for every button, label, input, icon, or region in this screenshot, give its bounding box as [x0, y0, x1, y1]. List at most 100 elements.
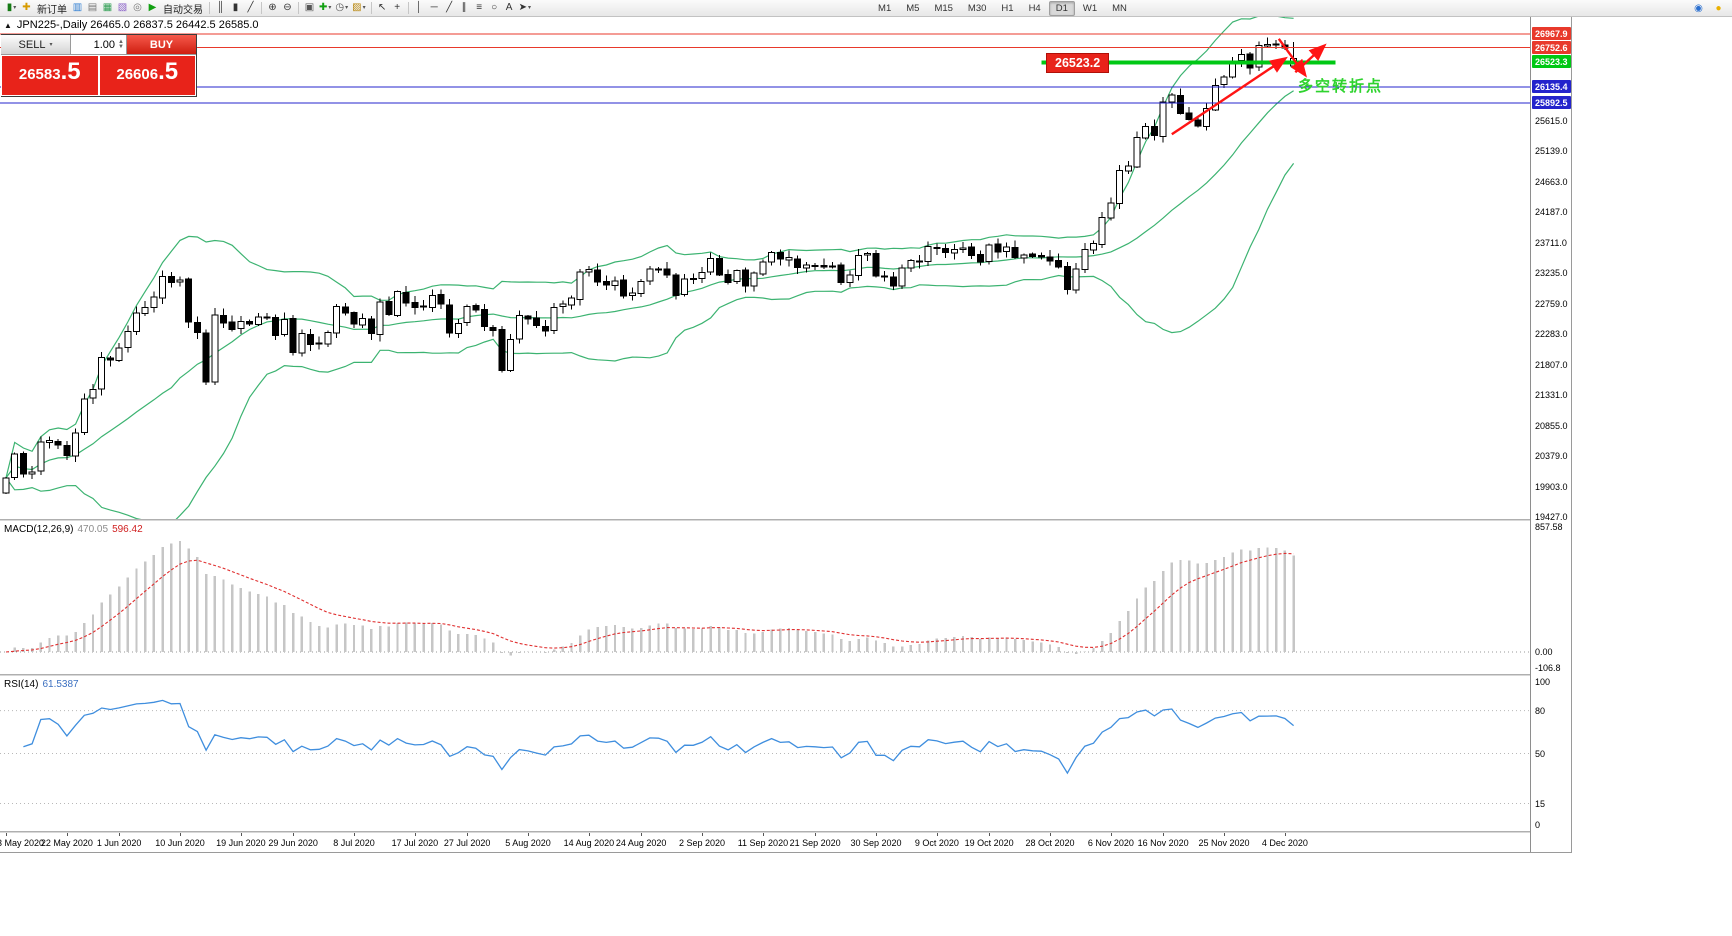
- price-line-label: 26135.4: [1532, 80, 1571, 94]
- time-axis-tick: [293, 833, 295, 836]
- timeframe-m30[interactable]: M30: [967, 2, 987, 14]
- cursor-icon[interactable]: ↖: [377, 2, 387, 13]
- shapes-icon[interactable]: ○: [491, 2, 498, 13]
- strategy-tester-icon[interactable]: ◎: [133, 2, 142, 13]
- time-axis-tick: [354, 833, 355, 836]
- pane-splitter-rsi[interactable]: [0, 674, 1571, 676]
- main-price-chart[interactable]: [0, 17, 1530, 519]
- sell-dropdown-icon[interactable]: ▾: [49, 42, 53, 48]
- buy-price[interactable]: 26606 .5: [99, 56, 195, 95]
- price-axis-label: 24187.0: [1535, 207, 1568, 217]
- time-axis-tick: [467, 833, 469, 836]
- fibonacci-icon[interactable]: ≡: [476, 2, 483, 13]
- price-axis-label: 21807.0: [1535, 359, 1568, 370]
- time-axis-label: 6 Nov 2020: [1087, 838, 1134, 848]
- help-icon[interactable]: ●: [1715, 2, 1722, 14]
- sell-button[interactable]: SELL ▾: [1, 35, 71, 54]
- rsi-value: 61.5387: [42, 679, 79, 690]
- vertical-line-icon[interactable]: │: [416, 2, 423, 13]
- price-axis[interactable]: 25615.0 25139.0 24663.0 24187.0 23711.0 23235…: [1530, 17, 1571, 852]
- buy-price-pips: .5: [158, 58, 179, 85]
- pane-splitter-timeaxis[interactable]: [0, 831, 1571, 833]
- timeframe-mn[interactable]: MN: [1112, 2, 1127, 14]
- turning-point-annotation[interactable]: 多空转折点: [1298, 77, 1384, 95]
- price-axis-label: 23235.0: [1535, 268, 1568, 278]
- symbol-ohlc-text: JPN225-,Daily 26465.0 26837.5 26442.5 26…: [16, 19, 259, 31]
- time-axis-tick: [528, 833, 529, 836]
- tile-windows-icon[interactable]: ▣: [304, 2, 315, 13]
- time-axis-label: 14 Aug 2020: [563, 838, 615, 848]
- timeframe-m1[interactable]: M1: [878, 2, 892, 14]
- templates-icon[interactable]: ▨ ▾: [352, 2, 366, 13]
- price-level-badge[interactable]: 26523.2: [1046, 53, 1110, 74]
- sell-price[interactable]: 26583 .5: [2, 56, 98, 95]
- time-axis-label: 1 Jun 2020: [96, 838, 142, 848]
- timeframe-m5[interactable]: M5: [906, 2, 920, 14]
- chart-line-icon[interactable]: ╱: [247, 2, 254, 13]
- time-axis-tick: [989, 833, 991, 836]
- channel-icon[interactable]: ∥: [461, 2, 467, 13]
- buy-price-main: 26606: [116, 66, 159, 83]
- autotrade-label[interactable]: 自动交易: [163, 4, 203, 16]
- buy-button-label: BUY: [149, 38, 174, 51]
- trendline-icon[interactable]: ╱: [446, 2, 453, 13]
- text-icon[interactable]: A: [505, 2, 513, 13]
- pane-splitter-macd[interactable]: [0, 519, 1571, 521]
- macd-pane[interactable]: [0, 521, 1530, 674]
- toolbar-separator: [407, 2, 409, 14]
- volume-up-icon[interactable]: ▲: [118, 38, 124, 45]
- time-axis-tick: [702, 833, 703, 836]
- time-axis-tick: [180, 833, 181, 836]
- community-icon[interactable]: ◉: [1694, 2, 1703, 14]
- new-order-label[interactable]: 新订单: [37, 4, 67, 16]
- time-axis-tick: [815, 833, 817, 836]
- indicators-icon[interactable]: ✚ ▾: [319, 2, 332, 13]
- chart-bars-icon[interactable]: ║: [216, 2, 225, 13]
- time-axis-tick: [936, 833, 938, 836]
- chart-candles-icon[interactable]: ▮: [232, 2, 239, 13]
- timeframe-toolbar: M1 M5 M15 M30 H1 H4 D1 W1 MN: [871, 0, 1134, 16]
- time-axis-tick: [1163, 833, 1165, 836]
- new-chart-icon[interactable]: ▮ ▾: [6, 2, 17, 13]
- autotrade-icon[interactable]: ▶: [148, 2, 157, 13]
- macd-indicator-label: MACD(12,26,9) 470.05 596.42: [4, 524, 143, 535]
- price-axis-label: 20379.0: [1535, 451, 1568, 461]
- price-axis-label: 23711.0: [1535, 237, 1567, 248]
- timeframe-m15[interactable]: M15: [934, 2, 953, 14]
- time-axis-label: 10 Jun 2020: [155, 838, 205, 848]
- time-axis-label: 29 Jun 2020: [268, 838, 318, 848]
- volume-field[interactable]: 1.00 ▲ ▼: [71, 35, 127, 54]
- time-axis-tick: [240, 833, 242, 836]
- timeframe-h1[interactable]: H1: [1001, 2, 1014, 14]
- one-click-collapse-icon[interactable]: ▲: [4, 21, 12, 30]
- arrows-icon[interactable]: ➤ ▾: [518, 2, 532, 13]
- time-axis-label: 17 Jul 2020: [391, 838, 439, 848]
- market-watch-icon[interactable]: ▥: [72, 2, 83, 13]
- buy-button[interactable]: BUY: [127, 35, 196, 54]
- zoom-out-icon[interactable]: ⊖: [283, 2, 292, 13]
- periods-icon[interactable]: ◷ ▾: [335, 2, 349, 13]
- volume-down-icon[interactable]: ▼: [118, 43, 124, 50]
- data-window-icon[interactable]: ▤: [87, 2, 98, 13]
- horizontal-line-icon[interactable]: ─: [430, 2, 438, 13]
- time-axis-label: 13 May 2020: [0, 838, 45, 848]
- chart-window-jpn225-daily[interactable]: ▲ JPN225-,Daily 26465.0 26837.5 26442.5 2…: [0, 17, 1572, 853]
- zoom-in-icon[interactable]: ⊕: [268, 2, 277, 13]
- time-axis-label: 25 Nov 2020: [1198, 838, 1250, 848]
- new-order-icon[interactable]: ✚: [22, 2, 31, 13]
- timeframe-d1[interactable]: D1: [1048, 0, 1075, 16]
- time-axis-label: 28 Oct 2020: [1025, 838, 1075, 848]
- crosshair-icon[interactable]: +: [394, 2, 401, 13]
- time-axis-label: 4 Dec 2020: [1261, 838, 1308, 848]
- price-axis-label: 22283.0: [1535, 329, 1568, 339]
- navigator-icon[interactable]: ▦: [102, 2, 113, 13]
- trend-arrows[interactable]: [1171, 38, 1327, 136]
- timeframe-h4[interactable]: H4: [1028, 2, 1041, 14]
- price-line-label: 25892.5: [1532, 95, 1571, 109]
- terminal-icon[interactable]: ▧: [117, 2, 128, 13]
- timeframe-w1[interactable]: W1: [1082, 2, 1098, 14]
- rsi-pane[interactable]: [0, 676, 1530, 831]
- time-axis-label: 22 May 2020: [40, 838, 93, 848]
